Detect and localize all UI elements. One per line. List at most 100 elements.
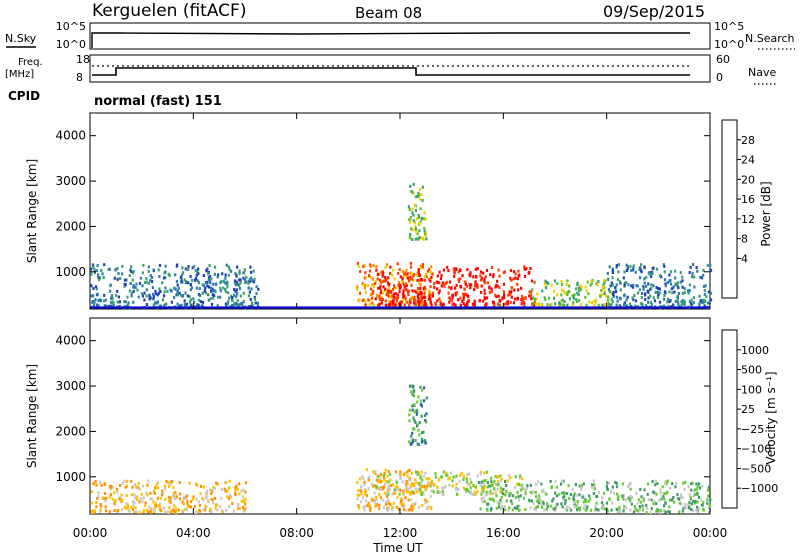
echo-cell xyxy=(395,481,399,485)
echo-cell xyxy=(407,488,410,492)
echo-cell xyxy=(152,489,156,493)
echo-cell xyxy=(530,499,533,503)
echo-cell xyxy=(400,300,403,304)
echo-cell xyxy=(189,274,192,278)
echo-cell xyxy=(659,491,662,495)
echo-cell xyxy=(592,483,596,487)
echo-cell xyxy=(407,293,410,297)
echo-cell xyxy=(419,267,422,270)
echo-cell xyxy=(383,506,386,509)
echo-cell xyxy=(435,280,438,284)
echo-cell xyxy=(372,470,375,474)
echo-cell xyxy=(379,480,382,484)
echo-cell xyxy=(164,487,167,491)
echo-cell xyxy=(115,487,119,491)
echo-cell xyxy=(664,284,667,288)
echo-cell xyxy=(530,297,533,301)
echo-cell xyxy=(454,303,457,307)
echo-cell xyxy=(238,272,241,275)
echo-cell xyxy=(403,272,406,276)
echo-cell xyxy=(508,494,511,498)
echo-cell xyxy=(492,499,496,503)
echo-cell xyxy=(500,495,503,499)
echo-cell xyxy=(506,302,510,306)
colorbar-tick-label: 100 xyxy=(741,383,762,396)
echo-cell xyxy=(148,294,151,298)
echo-cell xyxy=(428,297,431,301)
echo-cell xyxy=(582,505,585,509)
echo-cell xyxy=(510,295,513,299)
echo-cell xyxy=(692,494,695,498)
echo-cell xyxy=(445,471,448,475)
x-tick-label: 08:00 xyxy=(279,526,314,540)
echo-cell xyxy=(202,274,205,277)
colorbar-tick-label: 16 xyxy=(741,193,755,206)
echo-cell xyxy=(658,274,661,278)
echo-cell xyxy=(541,303,544,307)
echo-cell xyxy=(562,479,565,483)
echo-cell xyxy=(238,287,242,290)
echo-cell xyxy=(141,284,144,288)
echo-cell xyxy=(488,285,491,289)
echo-cell xyxy=(642,499,645,502)
echo-cell xyxy=(176,283,179,287)
echo-cell xyxy=(210,492,213,496)
echo-cell xyxy=(669,270,673,274)
echo-cell xyxy=(135,484,138,488)
echo-cell xyxy=(572,296,575,300)
echo-cell xyxy=(149,509,152,513)
echo-cell xyxy=(502,487,505,491)
echo-cell xyxy=(384,482,387,486)
echo-cell xyxy=(370,499,373,503)
echo-cell xyxy=(688,283,691,287)
echo-cell xyxy=(687,485,690,489)
echo-cell xyxy=(509,293,512,296)
echo-cell xyxy=(117,272,120,275)
echo-cell xyxy=(418,488,422,491)
echo-cell xyxy=(380,488,383,491)
echo-cell xyxy=(480,290,483,294)
echo-cell xyxy=(225,304,228,308)
echo-cell xyxy=(424,501,427,504)
echo-cell xyxy=(166,289,169,293)
echo-cell xyxy=(374,280,377,283)
echo-cell xyxy=(439,302,442,306)
echo-cell xyxy=(404,297,407,300)
echo-cell xyxy=(674,276,677,280)
echo-cell xyxy=(245,481,248,485)
echo-cell xyxy=(147,479,150,483)
echo-cell xyxy=(641,303,644,307)
echo-cell xyxy=(238,284,241,288)
echo-cell xyxy=(663,264,666,268)
echo-cell xyxy=(416,423,419,427)
echo-cell xyxy=(396,296,400,300)
echo-cell xyxy=(110,294,114,298)
echo-cell xyxy=(707,301,710,305)
echo-cell xyxy=(643,281,646,285)
echo-cell xyxy=(584,285,587,289)
echo-cell xyxy=(179,275,182,279)
echo-cell xyxy=(398,281,401,285)
echo-cell xyxy=(148,505,151,509)
echo-cell xyxy=(413,484,416,488)
echo-cell xyxy=(489,489,492,493)
echo-cell xyxy=(486,508,489,512)
echo-cell xyxy=(152,295,155,299)
echo-cell xyxy=(150,276,154,279)
echo-cell xyxy=(483,500,486,504)
echo-cell xyxy=(374,504,377,508)
echo-cell xyxy=(206,267,209,271)
echo-cell xyxy=(695,266,698,269)
echo-cell xyxy=(628,499,632,503)
echo-cell xyxy=(602,505,605,509)
echo-cell xyxy=(595,495,598,499)
echo-cell xyxy=(676,297,679,301)
echo-cell xyxy=(411,207,414,211)
echo-cell xyxy=(520,298,523,302)
echo-cell xyxy=(503,302,506,306)
echo-cell xyxy=(243,509,246,513)
echo-cell xyxy=(176,293,179,297)
time-xlabel: Time UT xyxy=(372,541,423,554)
echo-cell xyxy=(496,474,499,478)
echo-cell xyxy=(466,303,469,307)
